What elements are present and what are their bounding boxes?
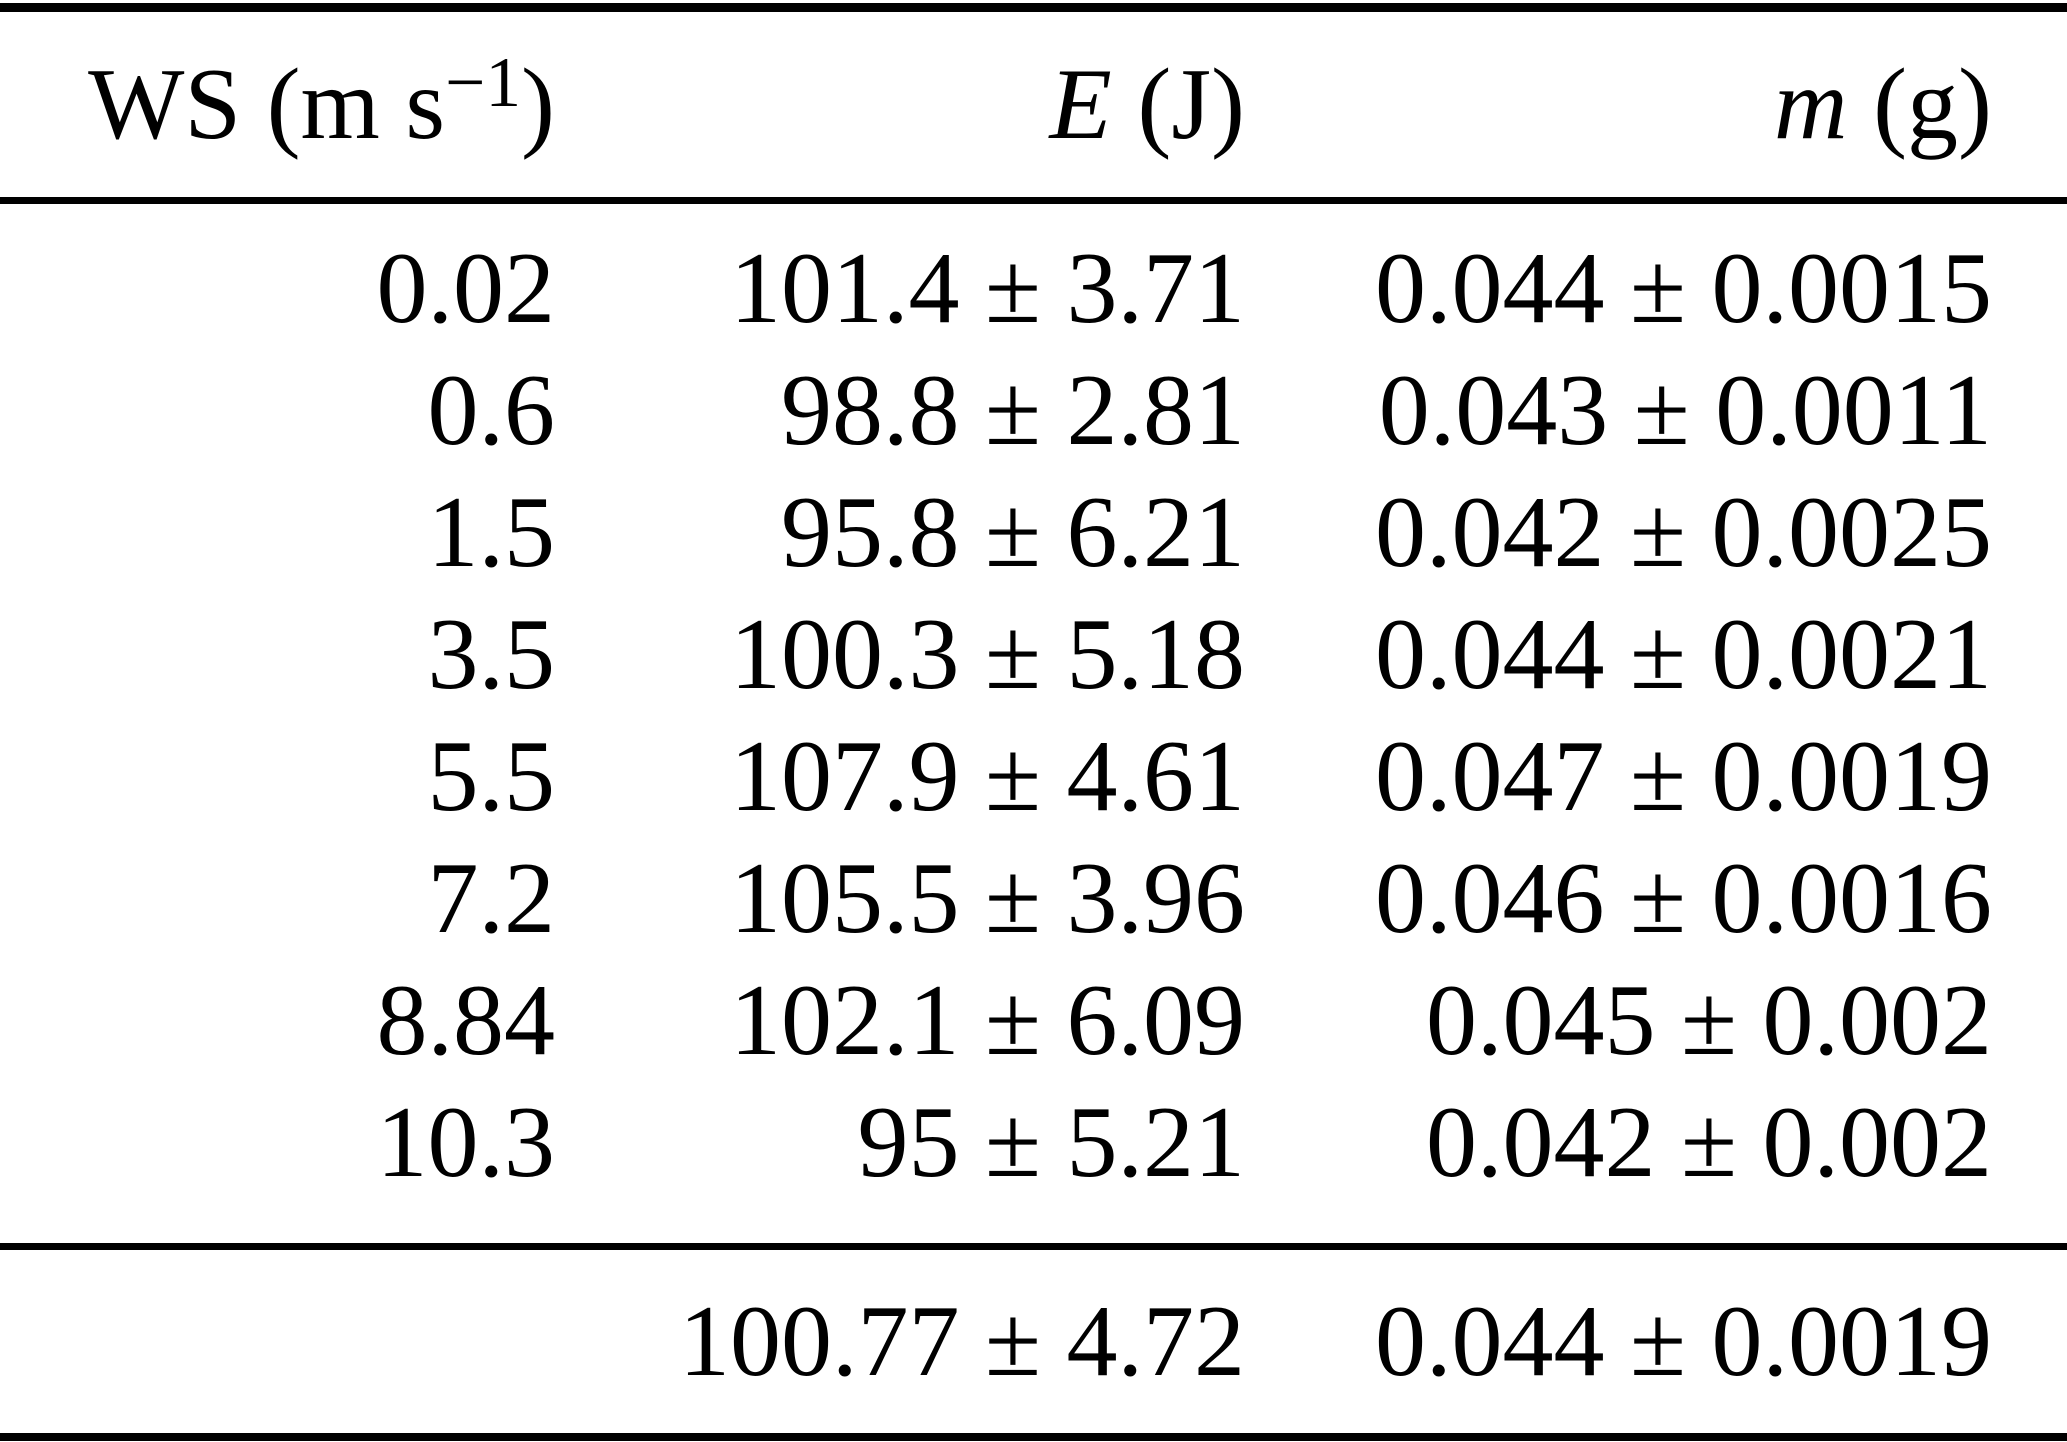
ws-header-text: WS (m s	[88, 48, 446, 161]
cell-m: 0.045 ± 0.002	[1426, 964, 1992, 1077]
summary-cell-m: 0.044 ± 0.0019	[1375, 1285, 1992, 1398]
table-row: 7.2 105.5 ± 3.96 0.046 ± 0.0016	[0, 838, 2067, 960]
table-row: 1.5 95.8 ± 6.21 0.042 ± 0.0025	[0, 472, 2067, 594]
cell-m: 0.044 ± 0.0021	[1375, 598, 1992, 711]
cell-ws: 3.5	[427, 598, 556, 711]
cell-m: 0.042 ± 0.002	[1426, 1086, 1992, 1199]
e-header-unit: (J)	[1111, 48, 1245, 161]
ws-header-close-paren: )	[521, 48, 555, 161]
cell-ws: 10.3	[376, 1086, 556, 1199]
cell-e: 101.4 ± 3.71	[730, 232, 1245, 345]
cell-e: 95 ± 5.21	[857, 1086, 1245, 1199]
table-summary-row: 100.77 ± 4.72 0.044 ± 0.0019	[0, 1250, 2067, 1433]
col-header-m: m (g)	[1245, 12, 1992, 197]
summary-cell-e: 100.77 ± 4.72	[679, 1285, 1245, 1398]
table-row: 5.5 107.9 ± 4.61 0.047 ± 0.0019	[0, 716, 2067, 838]
table-row: 3.5 100.3 ± 5.18 0.044 ± 0.0021	[0, 594, 2067, 716]
m-header-unit: (g)	[1847, 48, 1992, 161]
cell-e: 107.9 ± 4.61	[730, 720, 1245, 833]
cell-e: 102.1 ± 6.09	[730, 964, 1245, 1077]
m-header-variable: m	[1773, 48, 1848, 161]
cell-ws: 8.84	[376, 964, 556, 1077]
table-row: 0.02 101.4 ± 3.71 0.044 ± 0.0015	[0, 228, 2067, 350]
col-header-e: E (J)	[555, 12, 1245, 197]
summary-cell-ws	[0, 1250, 555, 1433]
table-row: 8.84 102.1 ± 6.09 0.045 ± 0.002	[0, 960, 2067, 1082]
cell-e: 95.8 ± 6.21	[781, 476, 1245, 589]
cell-e: 105.5 ± 3.96	[730, 842, 1245, 955]
table-body: 0.02 101.4 ± 3.71 0.044 ± 0.0015 0.6 98.…	[0, 204, 2067, 1204]
cell-ws: 0.02	[376, 232, 556, 345]
cell-m: 0.043 ± 0.0011	[1378, 354, 1992, 467]
table-row: 10.3 95 ± 5.21 0.042 ± 0.002	[0, 1082, 2067, 1204]
ws-header-superscript: −1	[445, 42, 522, 122]
table-rule-bottom	[0, 1433, 2067, 1441]
table-rule-above-summary	[0, 1243, 2067, 1250]
col-header-ws: WS (m s−1)	[0, 12, 555, 197]
cell-m: 0.047 ± 0.0019	[1375, 720, 1992, 833]
cell-ws: 7.2	[427, 842, 556, 955]
cell-m: 0.046 ± 0.0016	[1375, 842, 1992, 955]
cell-ws: 5.5	[427, 720, 556, 833]
table-rule-top	[0, 3, 2067, 12]
table-row: 0.6 98.8 ± 2.81 0.043 ± 0.0011	[0, 350, 2067, 472]
cell-m: 0.042 ± 0.0025	[1375, 476, 1992, 589]
cell-ws: 0.6	[427, 354, 556, 467]
cell-ws: 1.5	[427, 476, 556, 589]
cell-m: 0.044 ± 0.0015	[1375, 232, 1992, 345]
cell-e: 100.3 ± 5.18	[730, 598, 1245, 711]
table-header-row: WS (m s−1) E (J) m (g)	[0, 12, 2067, 197]
e-header-variable: E	[1049, 48, 1112, 161]
table-rule-below-header	[0, 197, 2067, 204]
cell-e: 98.8 ± 2.81	[781, 354, 1245, 467]
